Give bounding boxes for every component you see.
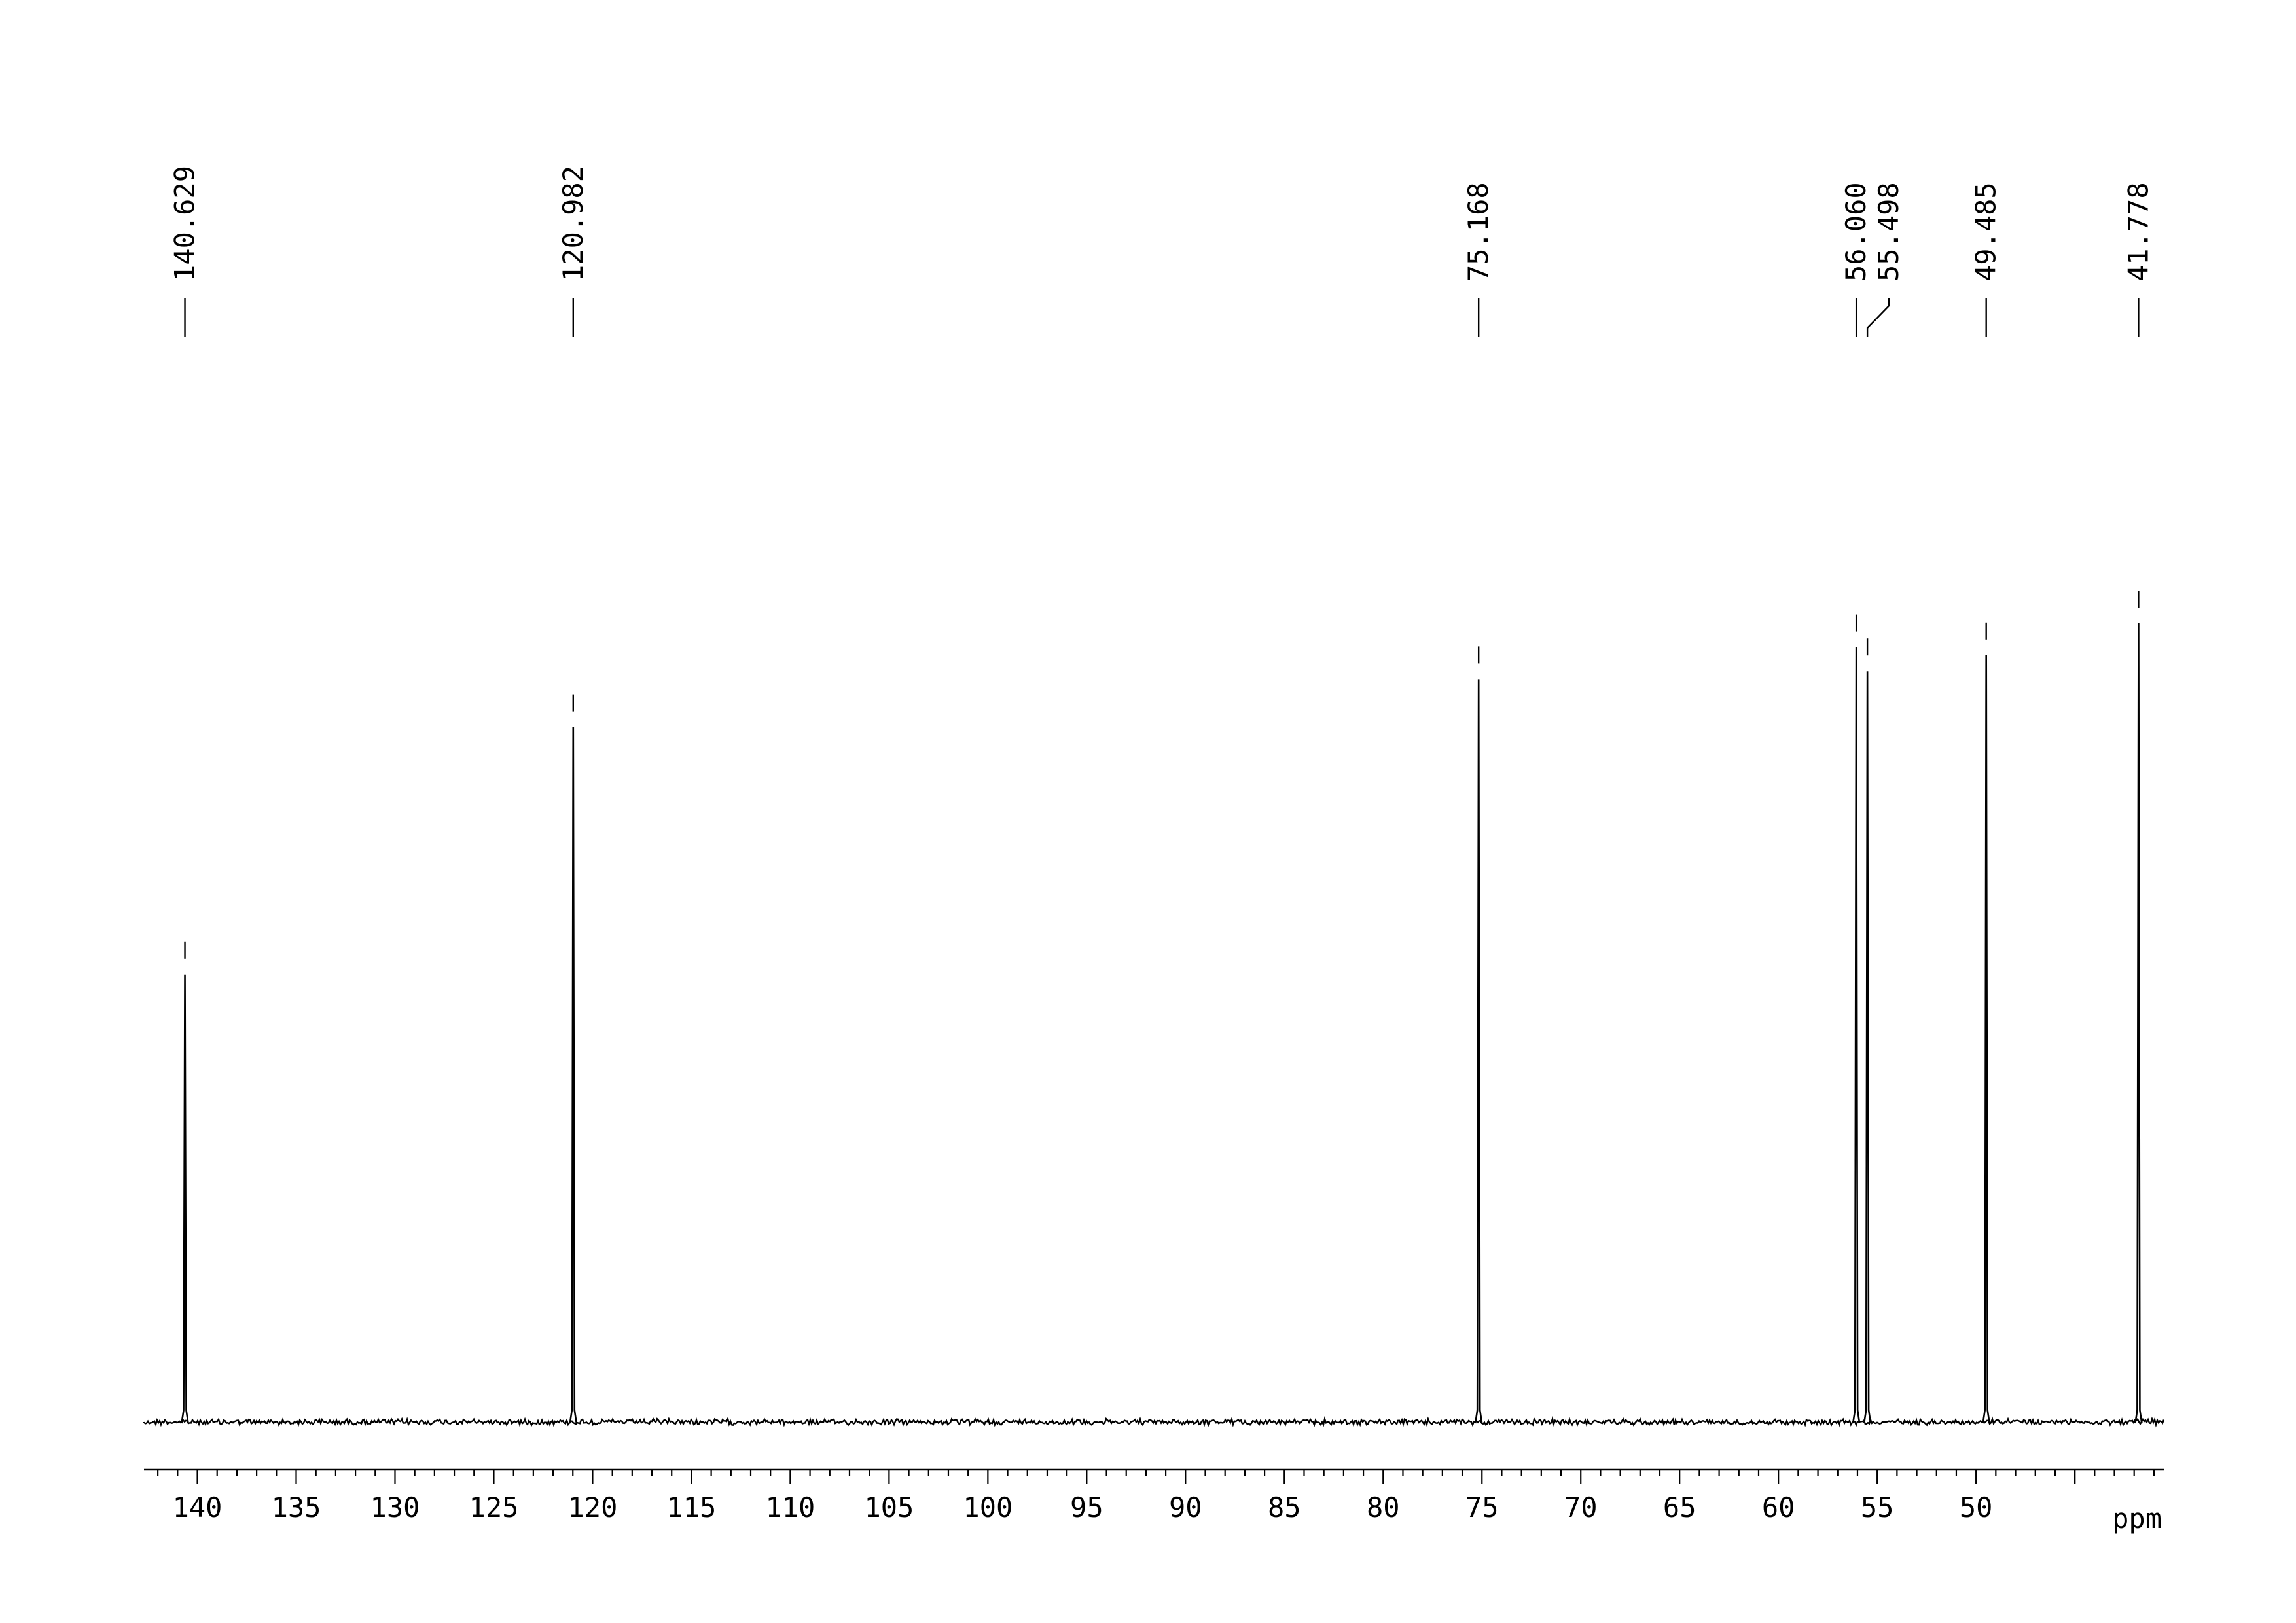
peak-label-75.168: 75.168 [1462,182,1494,282]
x-tick-label: 75 [1465,1491,1499,1523]
baseline-noise [143,1415,2165,1428]
peak-label-41.778: 41.778 [2122,182,2154,282]
peak-label-49.485: 49.485 [1970,182,2002,282]
peak-label-55.498: 55.498 [1873,182,1905,282]
peak-55.498 [1863,671,1872,1424]
peak-49.485 [1982,655,1990,1424]
peak-labels: 140.629 120.982 75.168 56.060 55.498 49.485 41… [169,166,2154,337]
x-axis: 140 135 130 125 120 115 110 105 100 95 90 85 80 75 70 6… [144,1468,2164,1523]
peak-120.982 [569,727,578,1424]
x-tick-label: 85 [1268,1491,1301,1523]
peak-75.168 [1474,679,1483,1424]
x-tick-label: 60 [1762,1491,1795,1523]
x-tick-label: 90 [1169,1491,1202,1523]
peak-leader-55.498 [1866,298,1890,337]
peak-41.778 [2134,623,2143,1424]
peak-140.629 [181,974,189,1424]
x-tick-label: 55 [1861,1491,1894,1523]
x-tick-label: 65 [1663,1491,1696,1523]
x-tick-label: 120 [568,1491,618,1523]
x-tick-label: 110 [765,1491,815,1523]
x-axis-unit-label: ppm [2112,1503,2162,1535]
x-tick-label: 50 [1960,1491,1993,1523]
peak-label-120.982: 120.982 [557,166,589,282]
peak-label-56.060: 56.060 [1840,182,1872,282]
x-tick-label: 70 [1564,1491,1598,1523]
x-tick-label: 100 [963,1491,1013,1523]
x-tick-label: 105 [864,1491,914,1523]
peak-label-140.629: 140.629 [169,166,201,282]
spectrum-trace [143,591,2165,1428]
x-tick-label: 95 [1070,1491,1103,1523]
x-tick-label: 125 [469,1491,519,1523]
x-tick-label: 130 [370,1491,420,1523]
x-tick-label: 140 [173,1491,223,1523]
x-tick-label: 135 [272,1491,321,1523]
peak-56.060 [1852,647,1861,1424]
x-tick-label: 115 [666,1491,716,1523]
x-tick-label: 80 [1367,1491,1400,1523]
